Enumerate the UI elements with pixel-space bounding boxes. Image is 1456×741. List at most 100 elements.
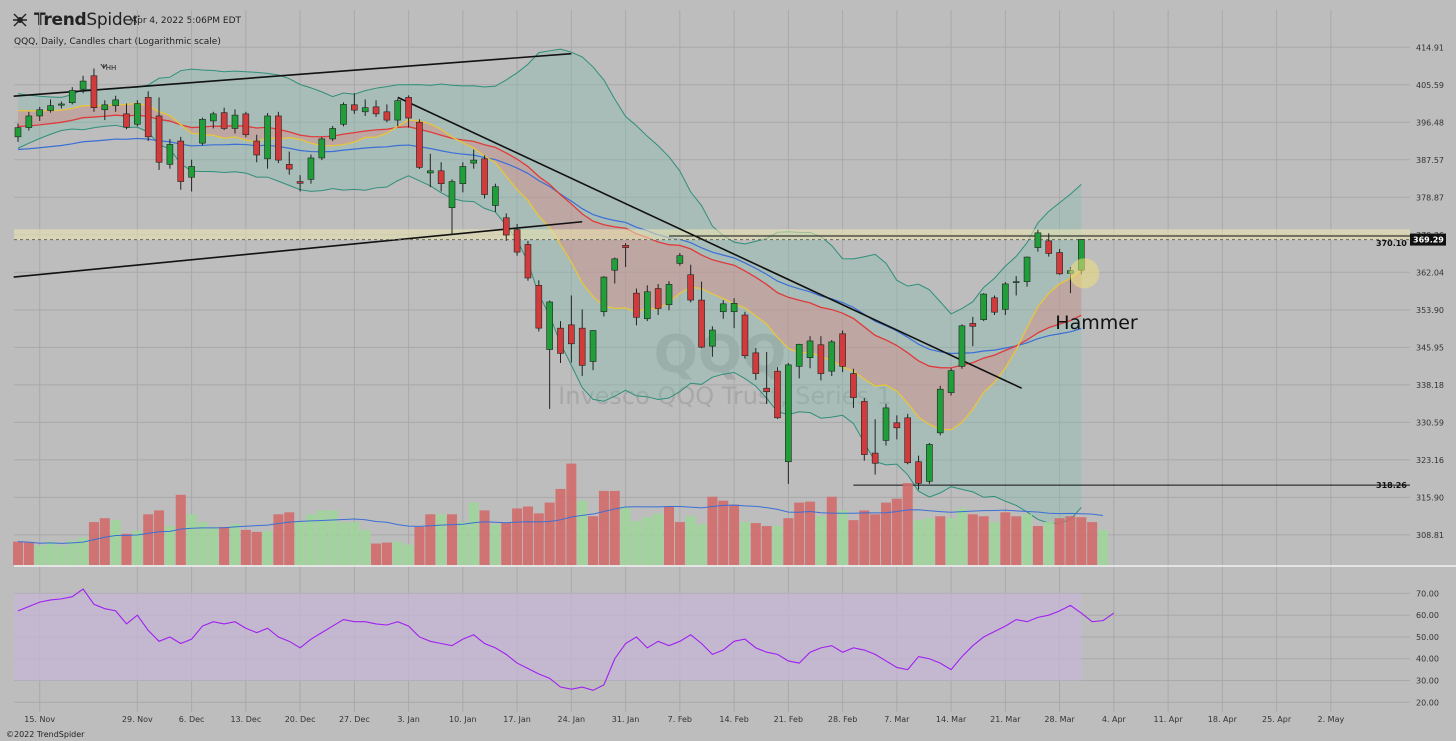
candle-body [860, 401, 868, 455]
upper-channel-trendline [13, 52, 572, 97]
y-tick-label: 308.81 [1416, 531, 1444, 540]
candle-body [134, 103, 141, 125]
volume-bar [327, 510, 338, 565]
candle-body [600, 276, 608, 313]
candle-body [1012, 281, 1020, 283]
volume-bar [457, 522, 468, 565]
candle-body [47, 105, 54, 111]
x-tick-label: 15. Nov [24, 715, 55, 724]
last-price-tag [1410, 233, 1446, 246]
candle-body [426, 170, 434, 174]
candle-body [936, 388, 944, 434]
lower-channel-trendline [13, 220, 583, 278]
volume-bar [783, 518, 794, 565]
volume-bar [219, 526, 230, 565]
last-price-label: 369.29 [1413, 236, 1444, 245]
volume-bar [609, 490, 620, 565]
rsi-panel [14, 588, 1115, 691]
volume-bar [186, 514, 197, 565]
volume-bar [164, 526, 175, 565]
volume-bar [110, 520, 121, 565]
x-tick-label: 14. Feb [719, 715, 748, 724]
candles [14, 68, 1085, 490]
candle-body [611, 258, 619, 271]
volume-bar [305, 514, 316, 565]
candle-body [719, 303, 727, 313]
candle-body [1056, 252, 1063, 275]
volume-bar [826, 496, 837, 565]
candle-body [589, 330, 597, 362]
bollinger-upper [17, 48, 1082, 315]
volume-bar [56, 545, 67, 565]
mid-ma-line [17, 114, 1082, 369]
candle-body [285, 164, 293, 170]
volume-bar [935, 516, 946, 565]
candle-body [264, 115, 271, 160]
volume-bar [946, 518, 957, 565]
volume-bar [956, 508, 967, 565]
volume-bar [794, 502, 805, 565]
candle-body [1023, 256, 1031, 282]
volume-bar [295, 522, 306, 565]
x-tick-label: 25. Apr [1262, 715, 1292, 724]
candle-body [524, 244, 532, 279]
candle-body [177, 140, 185, 182]
volume-bar [99, 518, 110, 565]
chart-subtitle: QQQ, Daily, Candles chart (Logarithmic s… [14, 37, 221, 47]
volume-bar [154, 510, 165, 565]
volume-bar [924, 518, 935, 565]
volume-bar [642, 517, 653, 565]
candle-body [492, 186, 499, 206]
candle-body [296, 181, 304, 184]
volume-bar [1043, 522, 1054, 565]
x-tick-label: 17. Jan [503, 715, 531, 724]
volume-bar [240, 529, 251, 565]
candle-body [980, 293, 987, 320]
candle-body [730, 303, 738, 313]
volume-bar [121, 533, 132, 565]
volume-bar [78, 537, 89, 565]
candle-body [817, 344, 825, 374]
y-tick-label: 387.57 [1416, 156, 1444, 165]
volume-bar [447, 514, 457, 565]
volume-bar [967, 514, 978, 565]
volume-bar [620, 506, 631, 565]
x-tick-label: 24. Jan [558, 715, 586, 724]
candle-body [253, 140, 260, 156]
x-tick-label: 10. Jan [449, 715, 477, 724]
x-tick-label: 21. Mar [990, 715, 1021, 724]
x-tick-label: 27. Dec [339, 715, 370, 724]
x-tick-label: 4. Apr [1102, 715, 1127, 724]
candle-body [904, 417, 912, 464]
volume-bar [891, 498, 902, 565]
candle-body [752, 352, 760, 374]
candle-body [437, 170, 445, 185]
indicator-bands [14, 48, 1410, 524]
x-tick-label: 20. Dec [285, 715, 316, 724]
volume-bar [522, 506, 533, 565]
y-tick-label: 315.90 [1416, 493, 1444, 502]
candle-body [654, 288, 662, 309]
y-tick-label: 330.59 [1416, 418, 1444, 427]
candle-body [763, 387, 770, 392]
volume-bar [1022, 514, 1033, 565]
candle-body [958, 325, 966, 367]
rsi-tick-label: 20.00 [1416, 698, 1439, 707]
axes: 414.91405.59396.48387.57378.87370.36362.… [24, 43, 1446, 724]
volume-bar [685, 516, 696, 565]
volume-bar [1065, 516, 1076, 565]
y-tick-label: 323.16 [1416, 456, 1444, 465]
volume-bar [479, 510, 490, 565]
rsi-tick-label: 70.00 [1416, 589, 1439, 598]
volume-bar [588, 516, 599, 565]
volume-bar [273, 514, 284, 565]
candle-body [806, 340, 814, 358]
volume-bar [859, 510, 870, 565]
volume-bar [1054, 518, 1065, 565]
candle-body [275, 115, 282, 161]
candle-body [459, 166, 467, 185]
volume-bar [902, 483, 913, 565]
x-tick-label: 18. Apr [1208, 715, 1238, 724]
volume-bar [490, 524, 501, 565]
